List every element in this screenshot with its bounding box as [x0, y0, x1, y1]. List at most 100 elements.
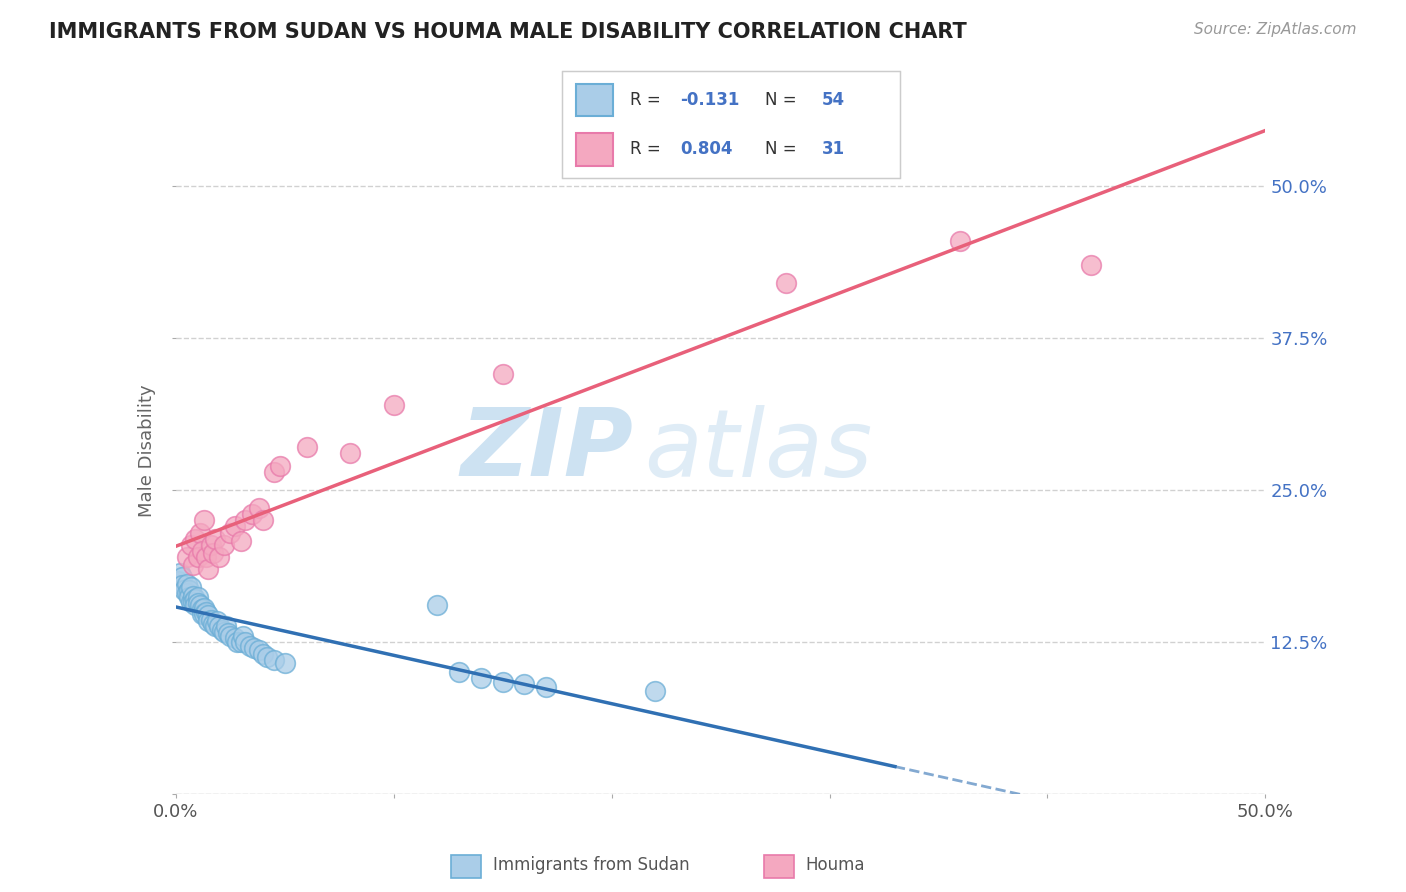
- Point: [180, 595, 202, 609]
- Point: [212, 538, 235, 552]
- Text: -0.131: -0.131: [681, 91, 740, 109]
- Point: [197, 562, 219, 576]
- Point: [231, 534, 253, 549]
- Point: [181, 595, 204, 609]
- FancyBboxPatch shape: [765, 855, 794, 878]
- Point: [263, 653, 285, 667]
- Text: Immigrants from Sudan: Immigrants from Sudan: [492, 856, 689, 874]
- Point: [231, 635, 253, 649]
- Point: [193, 600, 215, 615]
- Text: Houma: Houma: [806, 856, 865, 874]
- Point: [240, 508, 263, 522]
- Point: [180, 580, 202, 594]
- Point: [191, 602, 214, 616]
- Y-axis label: Male Disability: Male Disability: [138, 384, 156, 516]
- Point: [191, 607, 214, 621]
- Point: [208, 619, 231, 633]
- Point: [197, 608, 219, 623]
- Text: ZIP: ZIP: [461, 404, 633, 497]
- FancyBboxPatch shape: [576, 84, 613, 116]
- Text: Source: ZipAtlas.com: Source: ZipAtlas.com: [1194, 22, 1357, 37]
- Point: [201, 546, 224, 560]
- Text: 54: 54: [823, 91, 845, 109]
- Point: [177, 582, 200, 597]
- Text: IMMIGRANTS FROM SUDAN VS HOUMA MALE DISABILITY CORRELATION CHART: IMMIGRANTS FROM SUDAN VS HOUMA MALE DISA…: [49, 22, 967, 42]
- Point: [180, 538, 202, 552]
- Point: [644, 683, 666, 698]
- Point: [295, 441, 318, 455]
- Point: [949, 234, 972, 248]
- Point: [239, 639, 262, 653]
- Point: [235, 635, 257, 649]
- Point: [426, 599, 449, 613]
- Point: [200, 613, 222, 627]
- Text: N =: N =: [765, 91, 801, 109]
- Point: [247, 643, 270, 657]
- Point: [470, 672, 492, 686]
- Point: [219, 629, 242, 643]
- Point: [181, 589, 204, 603]
- Point: [204, 619, 226, 633]
- Point: [235, 513, 257, 527]
- Point: [775, 277, 797, 291]
- Text: 31: 31: [823, 141, 845, 159]
- Text: R =: R =: [630, 91, 666, 109]
- Point: [172, 578, 194, 592]
- Point: [252, 513, 274, 527]
- Text: R =: R =: [630, 141, 666, 159]
- Point: [191, 543, 214, 558]
- Point: [252, 647, 274, 661]
- Point: [247, 501, 270, 516]
- Point: [186, 596, 209, 610]
- Point: [181, 558, 204, 573]
- Point: [193, 607, 215, 621]
- Text: N =: N =: [765, 141, 801, 159]
- Text: atlas: atlas: [644, 405, 873, 496]
- Point: [534, 680, 557, 694]
- Point: [447, 665, 470, 680]
- Point: [211, 623, 233, 637]
- Point: [339, 446, 361, 460]
- Point: [176, 586, 198, 600]
- Point: [197, 614, 219, 628]
- Point: [172, 570, 194, 584]
- Point: [225, 635, 247, 649]
- Point: [208, 549, 231, 564]
- FancyBboxPatch shape: [576, 134, 613, 166]
- Point: [212, 625, 235, 640]
- Point: [224, 519, 246, 533]
- Point: [184, 592, 207, 607]
- Point: [177, 590, 200, 604]
- Point: [186, 590, 209, 604]
- Point: [167, 574, 190, 589]
- Point: [269, 458, 291, 473]
- Point: [193, 513, 215, 527]
- Point: [217, 626, 239, 640]
- Text: 0.804: 0.804: [681, 141, 733, 159]
- Point: [215, 619, 238, 633]
- Point: [184, 599, 207, 613]
- Point: [492, 675, 515, 690]
- Point: [243, 640, 266, 655]
- Point: [173, 582, 195, 597]
- Point: [188, 525, 211, 540]
- Point: [188, 599, 211, 613]
- Point: [1080, 258, 1102, 272]
- Point: [186, 549, 209, 564]
- Point: [176, 549, 198, 564]
- Point: [201, 616, 224, 631]
- Point: [382, 398, 405, 412]
- Point: [224, 632, 246, 646]
- Point: [492, 368, 515, 382]
- Point: [219, 525, 242, 540]
- FancyBboxPatch shape: [451, 855, 481, 878]
- Point: [274, 656, 297, 670]
- Point: [169, 566, 191, 580]
- Point: [195, 549, 218, 564]
- Point: [256, 649, 278, 664]
- Point: [263, 465, 285, 479]
- Point: [513, 677, 536, 691]
- Point: [200, 538, 222, 552]
- Point: [184, 532, 207, 546]
- Point: [176, 576, 198, 591]
